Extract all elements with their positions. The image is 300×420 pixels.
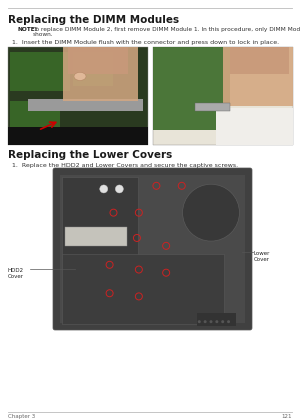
Text: Lower: Lower <box>254 251 270 256</box>
Bar <box>73 52 113 86</box>
Bar <box>230 130 293 145</box>
Bar <box>65 227 128 246</box>
Bar <box>197 313 236 326</box>
Bar <box>10 101 60 135</box>
Bar <box>195 103 230 111</box>
Bar <box>223 47 293 106</box>
Circle shape <box>227 320 230 323</box>
Bar <box>63 47 138 101</box>
Bar <box>60 175 245 323</box>
Text: NOTE:: NOTE: <box>18 27 38 32</box>
Bar <box>153 47 293 145</box>
Bar <box>10 52 70 91</box>
Bar <box>68 47 128 74</box>
Text: 121: 121 <box>281 414 292 419</box>
Circle shape <box>183 184 239 241</box>
Text: HDD2: HDD2 <box>8 268 24 273</box>
Bar <box>216 108 293 145</box>
Text: Cover: Cover <box>8 274 24 279</box>
FancyBboxPatch shape <box>62 177 138 258</box>
Circle shape <box>116 185 123 193</box>
Bar <box>28 99 143 111</box>
Circle shape <box>100 185 108 193</box>
Circle shape <box>221 320 224 323</box>
Bar <box>153 47 230 130</box>
Bar <box>8 127 148 145</box>
Text: To replace DIMM Module 2, first remove DIMM Module 1. In this procedure, only DI: To replace DIMM Module 2, first remove D… <box>33 27 300 32</box>
Text: Replacing the Lower Covers: Replacing the Lower Covers <box>8 150 172 160</box>
Circle shape <box>204 320 207 323</box>
Bar <box>230 47 289 74</box>
Text: 1.  Insert the DIMM Module flush with the connector and press down to lock in pl: 1. Insert the DIMM Module flush with the… <box>12 40 279 45</box>
Circle shape <box>215 320 218 323</box>
Circle shape <box>198 320 201 323</box>
Ellipse shape <box>74 72 86 80</box>
FancyBboxPatch shape <box>53 168 252 330</box>
Text: Cover: Cover <box>254 257 270 262</box>
FancyBboxPatch shape <box>62 254 224 324</box>
Text: 1.  Replace the HDD2 and Lower Covers and secure the captive screws.: 1. Replace the HDD2 and Lower Covers and… <box>12 163 238 168</box>
Text: Chapter 3: Chapter 3 <box>8 414 35 419</box>
Circle shape <box>209 320 212 323</box>
Bar <box>8 47 148 145</box>
Text: Replacing the DIMM Modules: Replacing the DIMM Modules <box>8 15 179 25</box>
Text: shown.: shown. <box>33 32 54 37</box>
